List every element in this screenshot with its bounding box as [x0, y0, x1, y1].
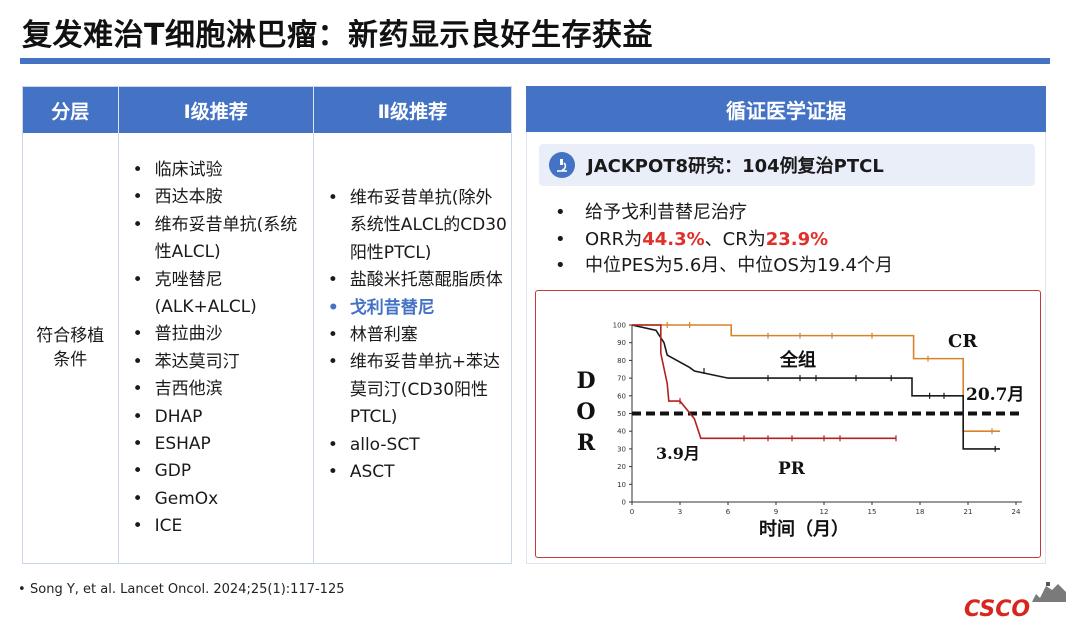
y-axis-label: D [576, 368, 595, 394]
list-item: DHAP [127, 404, 309, 432]
condition-cell: 符合移植条件 [23, 133, 119, 563]
list-item: 戈利昔替尼 [322, 295, 507, 323]
y-tick-label: 30 [617, 445, 626, 453]
list-item: 苯达莫司汀 [127, 349, 309, 377]
list-item: 维布妥昔单抗(系统性ALCL) [127, 212, 309, 267]
study-title: JACKPOT8研究：104例复治PTCL [587, 156, 884, 177]
y-tick-label: 0 [622, 499, 626, 507]
list-item: 普拉曲沙 [127, 321, 309, 349]
logo-text: CSCO [964, 597, 1030, 622]
list-item: ICE [127, 513, 309, 541]
y-tick-label: 90 [617, 339, 626, 347]
title-underline [20, 58, 1050, 64]
list-item: 西达本胺 [127, 184, 309, 212]
list-item: 克唑替尼(ALK+ALCL) [127, 267, 309, 322]
point-survival: 中位PES为5.6月、中位OS为19.4个月 [545, 253, 893, 280]
list-item: GemOx [127, 486, 309, 514]
evidence-header: 循证医学证据 [526, 86, 1046, 132]
evidence-points: 给予戈利昔替尼治疗 ORR为44.3%、CR为23.9% 中位PES为5.6月、… [545, 200, 893, 280]
list-item: 维布妥昔单抗(除外系统性ALCL的CD30阳性PTCL) [322, 185, 507, 267]
point-response: ORR为44.3%、CR为23.9% [545, 227, 893, 254]
level2-list: 维布妥昔单抗(除外系统性ALCL的CD30阳性PTCL)盐酸米托蒽醌脂质体戈利昔… [322, 185, 507, 487]
orr-value: 44.3% [642, 228, 705, 250]
list-item: 临床试验 [127, 157, 309, 185]
x-axis-label: 时间（月） [759, 519, 849, 540]
list-item: 维布妥昔单抗+苯达莫司汀(CD30阳性PTCL) [322, 349, 507, 431]
list-item: 吉西他滨 [127, 376, 309, 404]
y-tick-label: 100 [613, 322, 626, 330]
header-level2: Ⅱ级推荐 [377, 100, 448, 123]
point-treatment: 给予戈利昔替尼治疗 [545, 200, 893, 227]
y-tick-label: 80 [617, 357, 626, 365]
evidence-panel: JACKPOT8研究：104例复治PTCL 给予戈利昔替尼治疗 ORR为44.3… [526, 132, 1046, 564]
list-item: ASCT [322, 459, 507, 487]
list-item: allo-SCT [322, 432, 507, 460]
x-tick-label: 15 [868, 508, 877, 516]
list-item: 盐酸米托蒽醌脂质体 [322, 267, 507, 295]
table-body: 符合移植条件 临床试验西达本胺维布妥昔单抗(系统性ALCL)克唑替尼(ALK+A… [23, 133, 511, 563]
level1-cell: 临床试验西达本胺维布妥昔单抗(系统性ALCL)克唑替尼(ALK+ALCL)普拉曲… [119, 133, 314, 563]
dor-chart-frame: 0 10 20 30 40 50 60 70 80 90 100 0 3 6 9 12 15 18 21 24 CR 全组… [535, 290, 1041, 558]
dor-chart: 0 10 20 30 40 50 60 70 80 90 100 0 3 6 9 12 15 18 21 24 CR 全组… [576, 322, 1024, 541]
series-line-2 [632, 324, 896, 440]
csco-logo: CSCO [964, 582, 1066, 622]
x-tick-label: 3 [678, 508, 682, 516]
y-axis-label: R [577, 430, 596, 456]
microscope-icon [549, 152, 575, 178]
cr-value: 23.9% [765, 228, 829, 250]
y-tick-label: 10 [617, 481, 626, 489]
x-tick-label: 0 [630, 508, 634, 516]
pr-label: PR [778, 459, 806, 479]
cr-label: CR [948, 331, 978, 352]
page-title: 复发难治T细胞淋巴瘤：新药显示良好生存获益 [22, 18, 653, 53]
header-level1: Ⅰ级推荐 [119, 87, 314, 133]
x-tick-label: 9 [774, 508, 778, 516]
y-tick-label: 20 [617, 463, 626, 471]
cr-median-label: 20.7月 [966, 385, 1024, 405]
y-tick-label: 70 [617, 375, 626, 383]
level1-list: 临床试验西达本胺维布妥昔单抗(系统性ALCL)克唑替尼(ALK+ALCL)普拉曲… [127, 157, 309, 541]
x-tick-label: 18 [916, 508, 925, 516]
y-tick-label: 50 [617, 410, 626, 418]
x-tick-label: 12 [820, 508, 829, 516]
level2-cell: 维布妥昔单抗(除外系统性ALCL的CD30阳性PTCL)盐酸米托蒽醌脂质体戈利昔… [314, 133, 511, 563]
y-tick-label: 60 [617, 392, 626, 400]
header-stratification: 分层 [23, 87, 119, 133]
series-line-1 [631, 324, 1000, 450]
all-label: 全组 [779, 349, 816, 371]
great-wall-icon [1032, 582, 1066, 602]
list-item: GDP [127, 458, 309, 486]
y-axis-label: O [576, 399, 595, 425]
pr-median-label: 3.9月 [656, 444, 700, 463]
list-item: 林普利塞 [322, 322, 507, 350]
table-header: 分层 Ⅰ级推荐 Ⅱ级推荐 [23, 87, 511, 133]
x-tick-label: 24 [1012, 508, 1021, 516]
list-item: ESHAP [127, 431, 309, 459]
y-tick-label: 40 [617, 428, 626, 436]
x-tick-label: 21 [964, 508, 973, 516]
x-tick-label: 6 [726, 508, 731, 516]
reference: Song Y, et al. Lancet Oncol. 2024;25(1):… [18, 582, 344, 597]
study-banner: JACKPOT8研究：104例复治PTCL [539, 144, 1035, 186]
recommendation-table: 分层 Ⅰ级推荐 Ⅱ级推荐 符合移植条件 临床试验西达本胺维布妥昔单抗(系统性AL… [22, 86, 512, 564]
